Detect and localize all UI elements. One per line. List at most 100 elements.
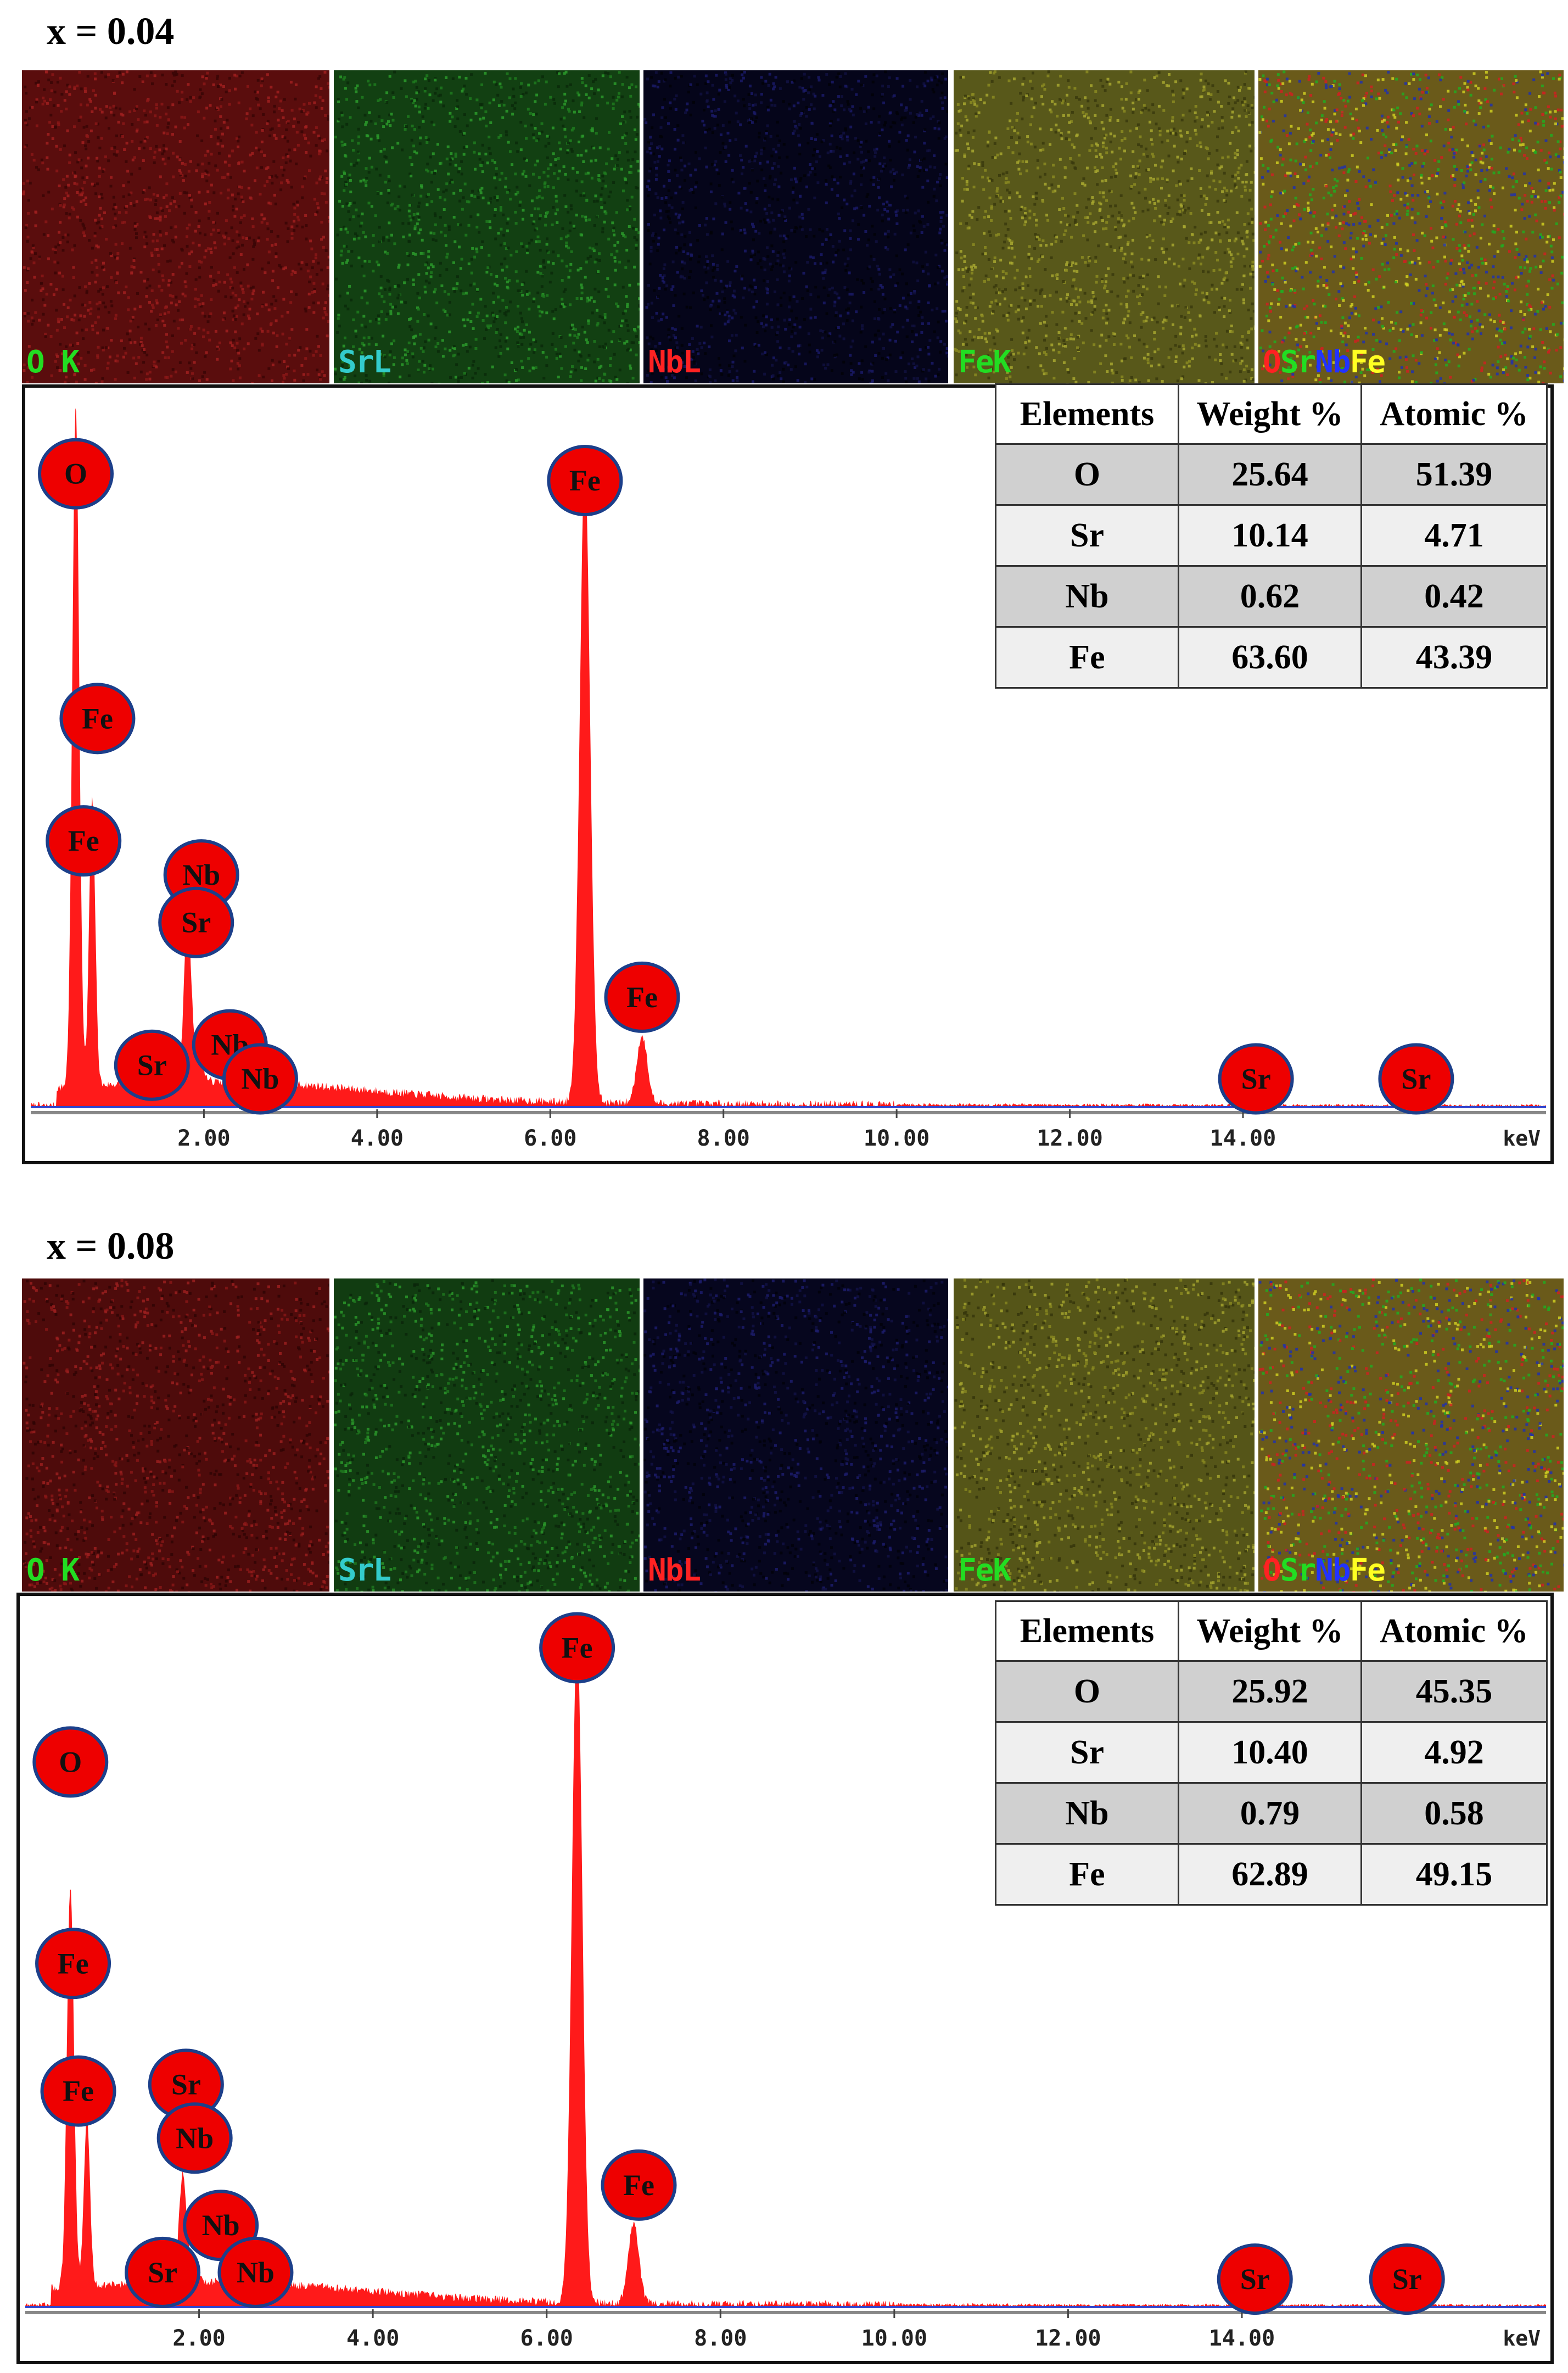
table-header-cell: Weight % bbox=[1178, 1600, 1362, 1662]
table-header-cell: Weight % bbox=[1178, 383, 1362, 445]
peak-marker-label: Nb bbox=[202, 2209, 240, 2242]
peak-marker-label: O bbox=[59, 1745, 82, 1778]
peak-marker-circle bbox=[35, 1928, 111, 2000]
table-cell: 45.35 bbox=[1360, 1660, 1548, 1723]
peak-marker-label: Sr bbox=[137, 1049, 167, 1082]
table-cell: Nb bbox=[995, 565, 1179, 628]
table-header-cell: Elements bbox=[995, 383, 1179, 445]
table-cell: O bbox=[995, 1660, 1179, 1723]
peak-marker-label: Fe bbox=[82, 702, 113, 735]
map-label: O K bbox=[26, 1553, 80, 1588]
map-label: OSrNbFe bbox=[1263, 1553, 1386, 1588]
peak-marker-circle bbox=[38, 438, 114, 510]
peak-marker-label: Sr bbox=[148, 2256, 177, 2289]
peak-marker: Fe bbox=[539, 1612, 615, 1684]
map-texture bbox=[22, 70, 332, 386]
map-texture bbox=[334, 1279, 642, 1594]
map-label-part: Sr bbox=[1280, 1553, 1316, 1588]
table-row: Nb 0.62 0.42 bbox=[995, 565, 1548, 628]
table-cell: 63.60 bbox=[1178, 626, 1362, 689]
peak-marker-circle bbox=[125, 2236, 201, 2308]
map-texture bbox=[1258, 70, 1566, 386]
peak-marker: O bbox=[32, 1726, 109, 1798]
peak-marker-circle bbox=[1217, 2243, 1293, 2315]
panel-x-0-08: x = 0.08 O K SrL NbL FeK OSrNbFe 2.00 4.00 6.0… bbox=[0, 1208, 1568, 2373]
elemental-map: OSrNbFe bbox=[1258, 1278, 1566, 1594]
table-row: Fe 62.89 49.15 bbox=[995, 1843, 1548, 1906]
peak-marker-label: Sr bbox=[1401, 1062, 1431, 1095]
peak-marker: Sr bbox=[1217, 2243, 1293, 2315]
peak-marker: Fe bbox=[35, 1928, 111, 2000]
peak-marker-circle bbox=[604, 961, 680, 1033]
elemental-map: O K bbox=[22, 1278, 332, 1594]
table-cell: 62.89 bbox=[1178, 1843, 1362, 1906]
peak-marker-label: Sr bbox=[171, 2068, 201, 2101]
map-label: FeK bbox=[958, 344, 1011, 380]
peak-marker-circle bbox=[539, 1612, 615, 1684]
x-unit-label: keV bbox=[1503, 2326, 1541, 2350]
x-tick-label: 14.00 bbox=[1210, 1126, 1276, 1151]
map-label-part: Nb bbox=[1315, 1553, 1351, 1588]
table-row: O 25.92 45.35 bbox=[995, 1660, 1548, 1723]
table-row: O 25.64 51.39 bbox=[995, 443, 1548, 506]
map-label: NbL bbox=[648, 344, 701, 380]
elemental-map: FeK bbox=[954, 70, 1257, 386]
map-label-part: O bbox=[1263, 1553, 1281, 1588]
peak-marker-label: Fe bbox=[562, 1631, 593, 1664]
map-texture bbox=[643, 1278, 951, 1594]
table-cell: 4.92 bbox=[1360, 1721, 1548, 1784]
map-label: SrL bbox=[338, 344, 391, 380]
table-header-row: Elements Weight % Atomic % bbox=[995, 383, 1548, 445]
peak-marker-circle bbox=[114, 1029, 190, 1101]
peak-marker-label: Fe bbox=[68, 824, 99, 857]
peak-marker-label: O bbox=[64, 457, 87, 490]
table-cell: 51.39 bbox=[1360, 443, 1548, 506]
map-label: O K bbox=[26, 344, 80, 380]
elemental-map: SrL bbox=[334, 1278, 642, 1594]
map-label: NbL bbox=[648, 1553, 701, 1588]
x-tick-label: 12.00 bbox=[1037, 1126, 1102, 1151]
x-tick-label: 10.00 bbox=[861, 2326, 927, 2351]
x-tick-label: 12.00 bbox=[1035, 2326, 1101, 2351]
peak-marker-label: Fe bbox=[58, 1947, 89, 1980]
map-label: OSrNbFe bbox=[1263, 344, 1386, 380]
peak-marker: Fe bbox=[59, 683, 136, 755]
table-row: Fe 63.60 43.39 bbox=[995, 626, 1548, 689]
peak-marker: Nb bbox=[156, 2102, 233, 2174]
table-cell: Sr bbox=[995, 1721, 1179, 1784]
peak-marker-circle bbox=[222, 1043, 298, 1115]
peak-marker: Nb bbox=[217, 2236, 294, 2308]
elemental-map: NbL bbox=[643, 70, 950, 386]
peak-marker-circle bbox=[1218, 1043, 1294, 1115]
elemental-map: NbL bbox=[643, 1278, 951, 1594]
map-texture bbox=[954, 70, 1257, 386]
peak-marker-circle bbox=[156, 2102, 233, 2174]
table-cell: 25.92 bbox=[1178, 1660, 1362, 1723]
map-label-part: Fe bbox=[1349, 1553, 1386, 1588]
panel-title: x = 0.04 bbox=[47, 10, 175, 53]
table-cell: 49.15 bbox=[1360, 1843, 1548, 1906]
composition-table: Elements Weight % Atomic % O 25.64 51.39… bbox=[995, 383, 1548, 689]
table-cell: 0.62 bbox=[1178, 565, 1362, 628]
peak-marker-label: Sr bbox=[1392, 2263, 1422, 2296]
table-cell: 4.71 bbox=[1360, 504, 1548, 567]
peak-marker-circle bbox=[40, 2055, 116, 2127]
peak-marker-circle bbox=[217, 2236, 294, 2308]
elemental-maps: O K SrL NbL FeK OSrNbFe bbox=[0, 70, 1568, 386]
composition-table: Elements Weight % Atomic % O 25.92 45.35… bbox=[995, 1600, 1548, 1906]
eds-spectrum: 2.00 4.00 6.00 8.00 10.00 12.00 14.00 keV O Fe Fe N… bbox=[22, 384, 1554, 1164]
table-cell: 0.58 bbox=[1360, 1782, 1548, 1845]
elemental-map: O K bbox=[22, 70, 332, 386]
elemental-map: OSrNbFe bbox=[1258, 70, 1566, 386]
table-cell: 0.42 bbox=[1360, 565, 1548, 628]
peak-marker: Sr bbox=[1218, 1043, 1294, 1115]
x-tick-label: 4.00 bbox=[351, 1126, 404, 1151]
map-texture bbox=[1258, 1278, 1566, 1594]
table-cell: 25.64 bbox=[1178, 443, 1362, 506]
peak-marker: Fe bbox=[604, 961, 680, 1033]
table-header-cell: Atomic % bbox=[1360, 1600, 1548, 1662]
x-tick-label: 8.00 bbox=[697, 1126, 750, 1151]
map-texture bbox=[334, 70, 642, 386]
peak-marker-label: Nb bbox=[241, 1062, 279, 1095]
peak-marker-circle bbox=[547, 445, 623, 517]
